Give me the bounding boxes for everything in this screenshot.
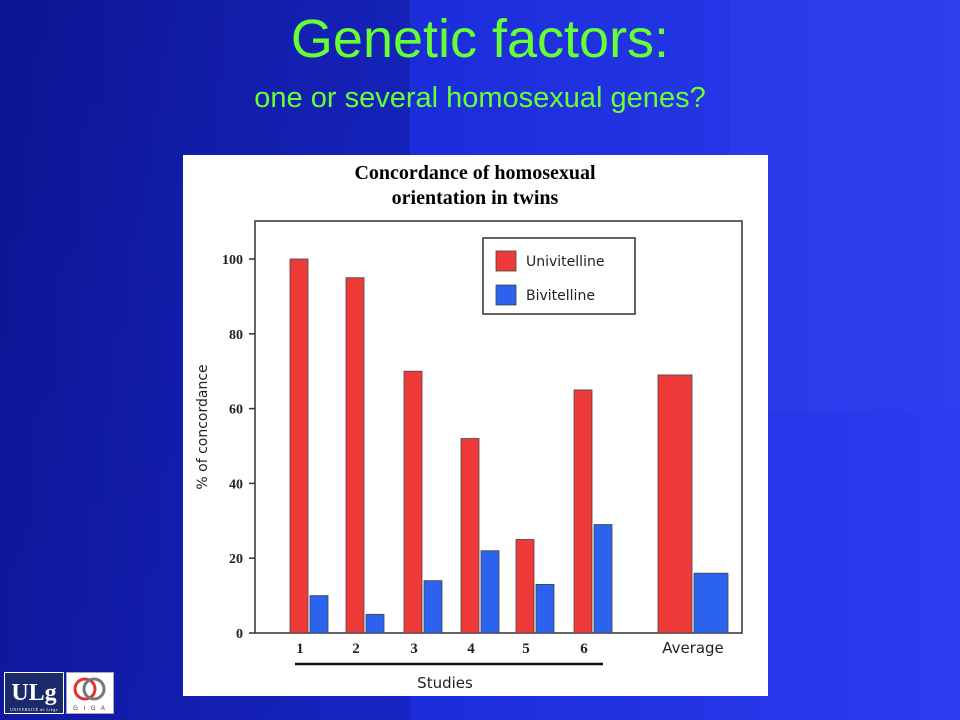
slide-title: Genetic factors: [290,9,670,69]
bar-bivitelline-2 [365,613,385,634]
bar-univitelline-average [657,374,693,634]
y-tick-label: 100 [222,253,243,268]
y-tick-label: 80 [229,328,243,343]
slide-subtitle: one or several homosexual genes? [254,82,706,114]
legend-label-bivitelline: Bivitelline [526,288,595,304]
ulg-logo: ULg UNIVERSITÉ de Liège [4,672,64,714]
ulg-logo-text: ULg [11,679,57,706]
legend-swatch-bivitelline [495,284,517,306]
bar-chart: Concordance of homosexual orientation in… [195,162,743,692]
y-tick-label: 60 [229,403,243,418]
ulg-logo-subtext: UNIVERSITÉ de Liège [10,707,58,712]
bar-bivitelline-3 [423,580,443,634]
x-tick-label: 3 [410,641,418,657]
bar-univitelline-2 [345,277,365,634]
giga-logo-text: G I G A [73,706,107,712]
bar-bivitelline-6 [593,524,613,634]
chart-title-line-2: orientation in twins [392,187,559,209]
chart-title: Concordance of homosexual [354,162,596,184]
bar-bivitelline-average [693,572,729,634]
x-tick-label: 1 [296,641,304,657]
y-tick-label: 20 [229,552,243,567]
bar-bivitelline-1 [309,595,329,634]
x-axis-label: Studies [417,674,473,692]
y-tick-label: 0 [236,627,243,642]
x-tick-label: Average [662,639,724,657]
x-tick-label: 4 [467,641,475,657]
bar-univitelline-3 [403,370,423,634]
giga-logo: G I G A [66,672,114,714]
x-tick-label: 6 [580,641,588,657]
legend-label-univitelline: Univitelline [526,254,604,270]
bar-univitelline-4 [460,438,480,634]
legend-swatch-univitelline [495,250,517,272]
bar-univitelline-6 [573,389,593,634]
chart-image: Concordance of homosexual orientation in… [183,155,768,696]
y-axis-label: % of concordance [195,364,211,489]
bar-bivitelline-5 [535,583,555,634]
giga-logo-icon [73,677,106,701]
bar-univitelline-1 [289,258,309,634]
y-tick-label: 40 [229,477,243,492]
background-panel-right [730,0,960,410]
x-tick-label: 5 [522,641,530,657]
bar-univitelline-5 [515,539,535,634]
bar-bivitelline-4 [480,550,500,634]
x-tick-label: 2 [352,641,360,657]
